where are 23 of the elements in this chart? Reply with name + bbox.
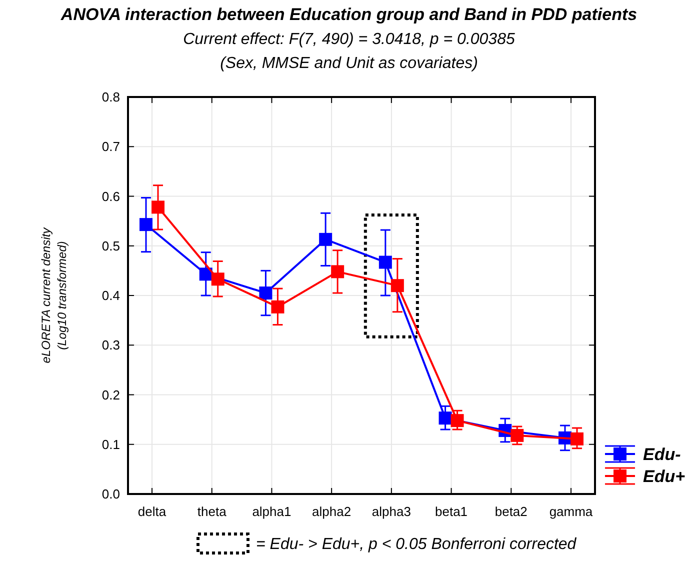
- y-tick-label: 0.6: [102, 188, 120, 204]
- y-tick-label: 0.3: [102, 338, 120, 353]
- y-axis-title: eLORETA current density (Log10 transformed): [39, 226, 69, 364]
- legend-label: Edu-: [643, 444, 682, 464]
- y-tick-label: 0.2: [102, 387, 120, 402]
- y-tick-label: 0.1: [102, 436, 120, 452]
- y-tick-label: 0.7: [102, 139, 120, 154]
- chart-title: ANOVA interaction between Education group and Band in PDD patients: [60, 5, 638, 24]
- x-tick-label: delta: [138, 504, 167, 519]
- legend-label: Edu+: [643, 466, 686, 486]
- x-tick-label: beta2: [494, 504, 528, 519]
- x-tick-label: alpha2: [312, 504, 352, 519]
- y-tick-label: 0.0: [102, 486, 120, 502]
- x-tick-label: beta1: [435, 504, 468, 519]
- x-tick-label: gamma: [549, 504, 594, 519]
- y-tick-label: 0.5: [102, 238, 120, 254]
- y-tick-label: 0.8: [102, 90, 120, 105]
- x-tick-label: alpha1: [252, 504, 292, 519]
- chart-subtitle: Current effect: F(7, 490) = 3.0418, p = 0.00385 (Sex, MMSE and Unit as covariates): [183, 31, 515, 72]
- y-tick-label: 0.4: [102, 288, 120, 304]
- x-tick-label: alpha3: [372, 504, 411, 519]
- text: = Edu- > Edu+, p < 0.05 Bonferroni corrected: [256, 536, 578, 553]
- x-tick-label: theta: [197, 504, 228, 519]
